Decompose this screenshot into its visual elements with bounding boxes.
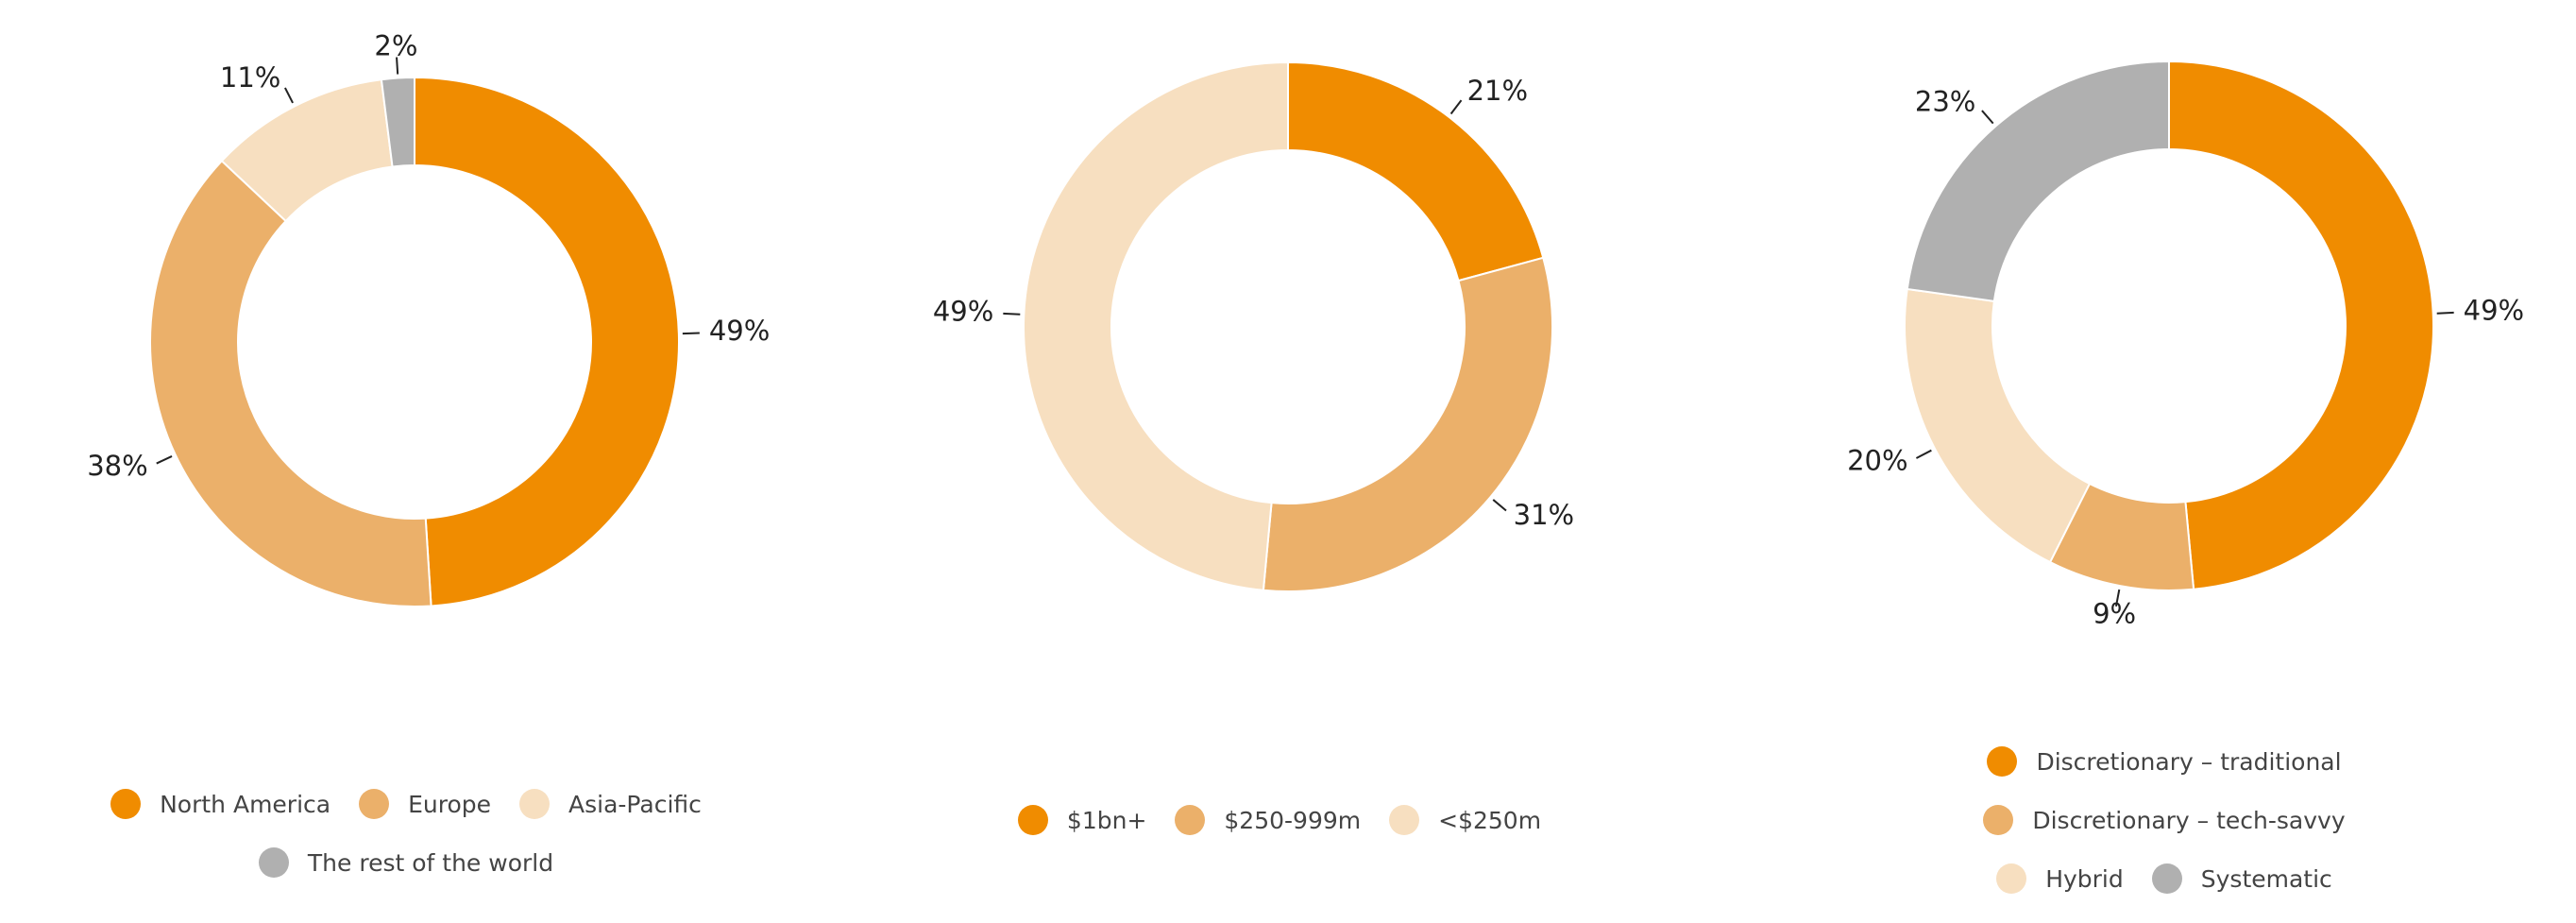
legend-item: $250-999m — [1175, 805, 1361, 835]
leader-line — [1981, 110, 1994, 125]
donut-slice — [2168, 60, 2435, 590]
legend-item: Hybrid — [1996, 863, 2124, 894]
legend-swatch — [1996, 863, 2027, 894]
value-label: 11% — [220, 61, 280, 94]
legend-swatch — [1389, 805, 1420, 835]
legend-swatch — [2151, 863, 2182, 894]
legend-item: $1bn+ — [1017, 805, 1147, 835]
legend-swatch — [110, 789, 142, 819]
legend-swatch — [359, 789, 390, 819]
legend-label: <$250m — [1438, 806, 1542, 834]
legend-item: North America — [110, 789, 330, 819]
donut-slice — [1022, 60, 1289, 591]
legend-swatch — [1175, 805, 1206, 835]
donut-slice — [1287, 60, 1545, 282]
legend: Discretionary – traditional Discretionary… — [1919, 746, 2410, 894]
value-label: 49% — [933, 295, 993, 327]
legend-label: $1bn+ — [1066, 806, 1147, 834]
leader-line — [682, 332, 700, 335]
legend-label: $250-999m — [1224, 806, 1362, 834]
legend-item: Discretionary – traditional — [1987, 746, 2342, 777]
leader-line — [1915, 449, 1932, 459]
value-label: 23% — [1915, 85, 1975, 117]
leader-line — [156, 455, 173, 465]
leader-line — [284, 87, 294, 104]
legend-label: Hybrid — [2045, 864, 2124, 893]
legend-swatch — [1983, 805, 2014, 835]
value-label: 49% — [709, 315, 770, 347]
value-label: 20% — [1847, 445, 1907, 477]
legend-label: Discretionary – traditional — [2036, 747, 2342, 776]
legend: North America Europe Asia-Pacific The rest … — [94, 789, 718, 878]
legend-label: Europe — [408, 790, 492, 818]
legend-swatch — [1017, 805, 1048, 835]
value-label: 31% — [1514, 499, 1574, 531]
value-label: 49% — [2464, 294, 2524, 326]
value-label: 38% — [87, 450, 147, 482]
leader-line — [1449, 99, 1463, 115]
legend-item: Asia-Pacific — [519, 789, 702, 819]
leader-line — [2114, 589, 2121, 607]
legend-swatch — [1987, 746, 2018, 777]
legend-swatch — [258, 847, 289, 878]
legend-label: Systematic — [2200, 864, 2332, 893]
leader-line — [396, 57, 399, 75]
legend-item: Systematic — [2151, 863, 2332, 894]
leader-line — [1003, 312, 1021, 316]
donut-slice — [149, 159, 432, 607]
legend-swatch — [519, 789, 551, 819]
donut-slice — [1262, 256, 1553, 592]
value-label: 21% — [1467, 75, 1528, 107]
legend-label: Asia-Pacific — [568, 790, 702, 818]
legend-item: The rest of the world — [258, 847, 554, 878]
legend: $1bn+ $250-999m <$250m — [968, 805, 1591, 835]
donut-slice — [1904, 287, 2092, 564]
leader-line — [1492, 499, 1507, 512]
legend-label: The rest of the world — [307, 848, 554, 877]
legend-item: Discretionary – tech-savvy — [1983, 805, 2346, 835]
value-label: 2% — [374, 30, 417, 62]
legend-label: Discretionary – tech-savvy — [2032, 806, 2346, 834]
legend-item: <$250m — [1389, 805, 1541, 835]
legend-label: North America — [160, 790, 331, 818]
value-label: 9% — [2093, 598, 2136, 630]
donut-slice — [1906, 60, 2170, 303]
donut-slice — [380, 76, 415, 168]
legend-item: Europe — [359, 789, 491, 819]
donut-slice — [414, 76, 680, 607]
leader-line — [2436, 311, 2454, 315]
